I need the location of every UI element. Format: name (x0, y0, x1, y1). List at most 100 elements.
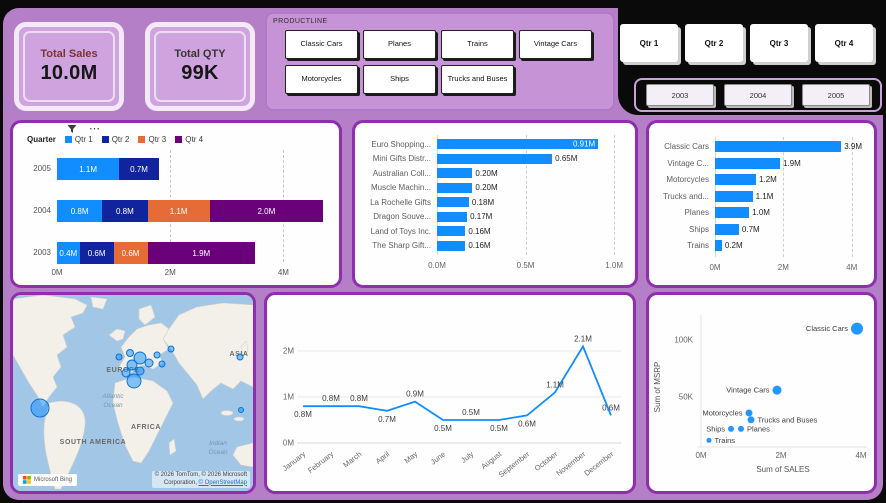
bar-planes[interactable] (715, 207, 750, 218)
map-bubble[interactable] (153, 351, 161, 359)
gridline (614, 135, 616, 255)
map-bubble[interactable] (167, 345, 175, 353)
legend-swatch (64, 136, 72, 143)
bar-segment-qtr-3[interactable]: 1.1M (147, 200, 210, 222)
quarter-button-qtr-2[interactable]: Qtr 2 (685, 24, 743, 62)
scatter-point-vintage-cars[interactable] (772, 385, 782, 395)
quarter-button-qtr-1[interactable]: Qtr 1 (620, 24, 678, 62)
productline-button-ships[interactable]: Ships (363, 65, 436, 94)
map-bubble[interactable] (144, 358, 154, 368)
scatter-point-motorcycles[interactable] (745, 409, 753, 417)
map-bubble[interactable] (126, 349, 134, 357)
bar-segment-qtr-2[interactable]: 0.6M (79, 242, 114, 264)
bar-classic-cars[interactable] (715, 141, 842, 152)
value-label: 0.7M (741, 224, 760, 234)
data-label: 0.5M (490, 424, 508, 433)
map-bubble[interactable] (121, 368, 131, 378)
map-bubble[interactable] (30, 398, 50, 418)
bar-segment-qtr-2[interactable]: 0.7M (119, 158, 159, 180)
legend-label: Qtr 1 (74, 135, 93, 144)
bar-segment-qtr-1[interactable]: 0.4M (57, 242, 80, 264)
bar-trains[interactable] (715, 240, 722, 251)
data-label: Trains (715, 436, 736, 445)
legend-item-qtr-2[interactable]: Qtr 2 (101, 135, 129, 144)
map-bubble[interactable] (236, 353, 244, 361)
axis-tick-label: 100K (674, 336, 693, 345)
bar-segment-qtr-3[interactable]: 0.6M (113, 242, 148, 264)
map-bubble[interactable] (126, 359, 138, 371)
category-label: La Rochelle Gifts (370, 197, 431, 207)
productline-button-trains[interactable]: Trains (441, 30, 514, 59)
scatter-point-ships[interactable] (728, 425, 734, 432)
bar-land-of-toys-inc[interactable] (437, 226, 466, 236)
gridline (437, 135, 438, 255)
gridline (525, 135, 527, 255)
sales-by-productline-panel: Classic Cars 3.9M Vintage C... 1.9M Motorcyc… (646, 120, 877, 288)
legend-item-qtr-4[interactable]: Qtr 4 (175, 135, 203, 144)
bing-logo[interactable]: Microsoft Bing (18, 474, 78, 486)
kpi-value: 10.0M (40, 62, 98, 84)
axis-tick-label: 2M (775, 451, 786, 460)
bar-dragon-souve[interactable] (437, 211, 468, 222)
bar-segment-qtr-4[interactable]: 2.0M (209, 200, 323, 222)
value-label: 0.20M (475, 168, 498, 178)
map-bubble[interactable] (115, 353, 123, 361)
legend-item-qtr-3[interactable]: Qtr 3 (138, 135, 166, 144)
category-label: Dragon Souve... (373, 212, 431, 221)
bar-segment-qtr-2[interactable]: 0.8M (102, 200, 148, 222)
bar-mini-gifts-distr[interactable] (437, 153, 553, 164)
year-button-2003[interactable]: 2003 (646, 84, 714, 106)
map-bubble[interactable] (133, 351, 147, 365)
world-map[interactable]: EUROPE ASIA AFRICA SOUTH AMERICA Atlanti… (13, 295, 253, 491)
data-label: 0.6M (602, 403, 620, 412)
scatter-point-trains[interactable] (706, 437, 712, 443)
bar-row-2003: 2003 0.4M 0.6M 0.6M 1.9M (33, 242, 323, 264)
bar-la-rochelle-gifts[interactable] (437, 197, 469, 207)
openstreetmap-link[interactable]: © OpenStreetMap (198, 479, 247, 486)
kpi-cards: Total Sales 10.0M Total QTY 99K (14, 22, 255, 111)
quarter-button-qtr-4[interactable]: Qtr 4 (815, 24, 873, 62)
productline-button-trucks-and-buses[interactable]: Trucks and Buses (441, 65, 514, 94)
productline-button-planes[interactable]: Planes (363, 30, 436, 59)
filter-icon[interactable] (67, 124, 77, 134)
bar-the-sharp-gift[interactable] (437, 240, 466, 251)
bar-vintage-c[interactable] (715, 157, 780, 169)
map-label-atlantic: Ocean (103, 402, 123, 409)
sales-by-year-quarter-panel: ⋯ Quarter Qtr 1 Qtr 2 Qtr 3 Qtr 4 2005 1.1M 0.… (10, 120, 342, 288)
continent-madagascar (168, 438, 177, 456)
productline-button-classic-cars[interactable]: Classic Cars (285, 30, 358, 59)
bar-australian-coll[interactable] (437, 168, 473, 178)
value-label: 3.9M (844, 142, 862, 151)
axis-tick-label: 4M (855, 451, 866, 460)
bar-segment-qtr-1[interactable]: 1.1M (57, 158, 120, 180)
year-button-2005[interactable]: 2005 (802, 84, 870, 106)
legend-label: Qtr 4 (185, 135, 204, 144)
more-options-icon[interactable]: ⋯ (89, 122, 100, 135)
bar-motorcycles[interactable] (715, 174, 757, 185)
sales-line[interactable] (303, 344, 612, 421)
category-label: Vintage C... (667, 158, 709, 168)
axis-tick-label: 2M (777, 262, 789, 272)
bar-segment-qtr-4[interactable]: 1.9M (147, 242, 256, 264)
data-label: 2.1M (574, 334, 592, 343)
data-label: Motorcycles (702, 408, 742, 417)
year-button-2004[interactable]: 2004 (724, 84, 792, 106)
scatter-point-classic-cars[interactable] (851, 322, 863, 335)
map-bubble[interactable] (135, 366, 145, 376)
quarter-button-qtr-3[interactable]: Qtr 3 (750, 24, 808, 62)
bar-trucks-and[interactable] (715, 190, 753, 202)
scatter-point-planes[interactable] (738, 425, 744, 432)
bar-ships[interactable] (715, 223, 739, 235)
legend-item-qtr-1[interactable]: Qtr 1 (64, 135, 93, 144)
bar-segment-qtr-1[interactable]: 0.8M (57, 200, 103, 222)
scatter-point-trucks-and-buses[interactable] (747, 416, 755, 424)
bar-euro-shopping[interactable]: 0.91M (437, 139, 599, 149)
map-bubble[interactable] (126, 373, 142, 389)
productline-button-vintage-cars[interactable]: Vintage Cars (519, 30, 592, 59)
productline-button-motorcycles[interactable]: Motorcycles (285, 65, 358, 94)
map-bubble[interactable] (158, 360, 166, 368)
continents (13, 295, 253, 490)
bar-muscle-machin[interactable] (437, 182, 473, 193)
map-bubble[interactable] (238, 407, 244, 413)
